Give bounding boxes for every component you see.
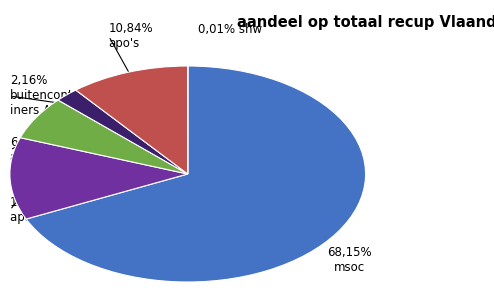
Text: 2,16%
buitenconta
iners A'pen: 2,16% buitenconta iners A'pen [10,74,81,118]
Text: 12,31%
aparte ruil: 12,31% aparte ruil [10,196,72,224]
Text: aandeel op totaal recup Vlaanderen 2012: aandeel op totaal recup Vlaanderen 2012 [237,15,494,30]
Text: 6,54%
andere hv: 6,54% andere hv [10,136,70,164]
Text: 68,15%
msoc: 68,15% msoc [328,246,372,274]
Text: 0,01% shw: 0,01% shw [198,23,262,36]
Text: 10,84%
apo's: 10,84% apo's [109,22,153,50]
